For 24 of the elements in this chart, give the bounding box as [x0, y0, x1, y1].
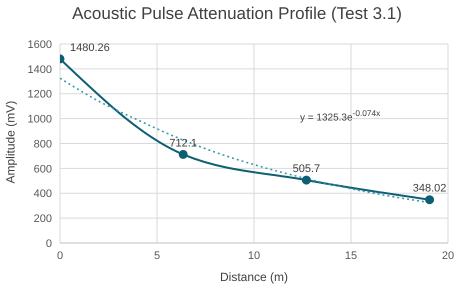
chart-title: Acoustic Pulse Attenuation Profile (Test 3.1)	[71, 4, 403, 24]
y-tick-label: 0	[46, 238, 52, 250]
x-tick-label: 20	[442, 250, 454, 262]
y-tick-label: 1200	[28, 88, 52, 101]
point	[178, 150, 188, 159]
point	[302, 176, 311, 185]
y-tick-label: 800	[34, 138, 52, 150]
annotation: y = 1325.3e$^{-0.074x}$	[300, 108, 380, 124]
point	[425, 195, 434, 204]
data-label: 505.7	[292, 163, 320, 176]
y-tick-label: 200	[34, 213, 52, 226]
x-tick-label: 5	[154, 250, 160, 262]
x-tick-label: 10	[248, 250, 260, 262]
y-tick-label: 1000	[28, 114, 52, 126]
y-tick-label: 1400	[28, 64, 52, 76]
data-label: 348.02	[412, 182, 446, 195]
data-label: 1480.26	[70, 42, 110, 54]
y-tick-label: 400	[34, 188, 52, 200]
y-axis-title: Amplitude (mV)	[3, 100, 18, 184]
y-tick-label: 600	[34, 163, 52, 176]
x-tick-label: 15	[344, 250, 358, 262]
x-tick-label: 0	[56, 250, 64, 262]
x-axis-title: Distance (m)	[220, 270, 288, 284]
y-tick-label: 1600	[28, 38, 52, 51]
